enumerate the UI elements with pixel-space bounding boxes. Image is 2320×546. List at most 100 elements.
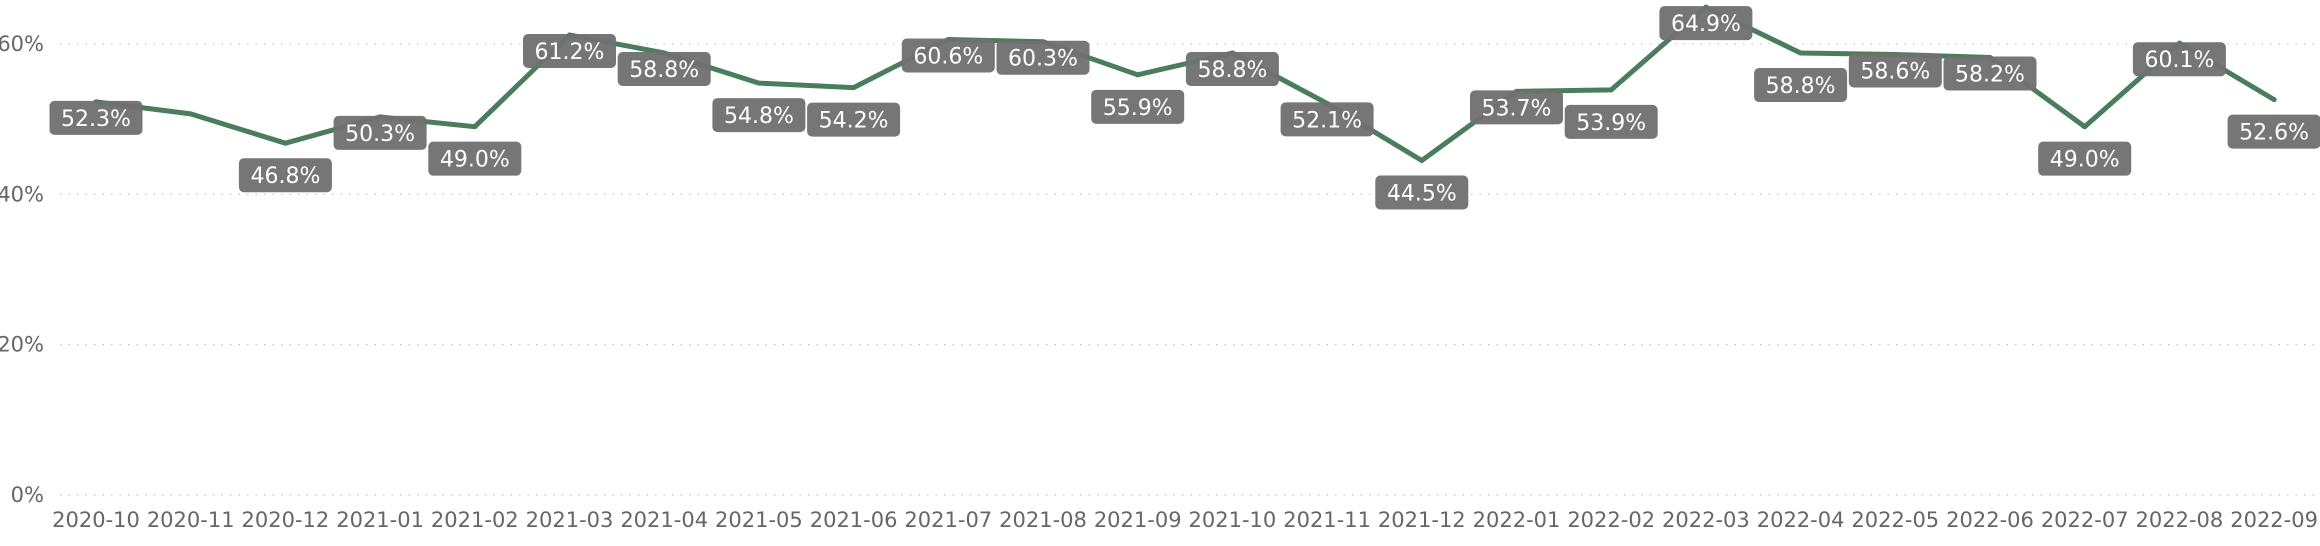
data-label: 60.6% (901, 38, 995, 73)
x-tick-label: 2020-10 (52, 508, 140, 532)
x-tick-label: 2021-03 (526, 508, 614, 532)
data-label-text: 46.8% (250, 164, 320, 189)
data-point (1135, 72, 1141, 78)
x-tick-label: 2021-11 (1283, 508, 1371, 532)
data-label-box (523, 33, 616, 68)
x-tick-label: 2021-09 (1094, 508, 1182, 532)
data-label-text: 58.6% (1860, 60, 1930, 85)
data-point (851, 85, 857, 91)
data-label: 58.8% (1185, 52, 1279, 87)
data-label: 58.8% (617, 52, 711, 87)
data-label: 52.6% (2227, 114, 2320, 149)
x-tick-label: 2022-07 (2041, 508, 2129, 532)
data-label-text: 55.9% (1103, 96, 1173, 121)
data-label: 49.0% (428, 141, 522, 176)
data-label-box (2227, 114, 2320, 149)
data-label-text: 49.0% (440, 148, 510, 173)
y-axis: 0% 20% 40% 60% (0, 32, 44, 507)
data-label-box (1280, 102, 1374, 137)
data-label-box (1185, 52, 1279, 87)
data-label-text: 53.7% (1482, 96, 1552, 121)
data-label-box (1470, 90, 1563, 125)
x-axis: 2020-10 2020-11 2020-12 2021-01 2021-02 2021-… (52, 508, 2318, 532)
y-tick-label: 40% (0, 182, 44, 206)
x-tick-label: 2022-09 (2230, 508, 2318, 532)
x-tick-label: 2021-05 (715, 508, 803, 532)
data-point (188, 111, 194, 117)
data-label: 52.1% (1280, 102, 1374, 137)
data-label-text: 52.3% (61, 107, 131, 132)
data-label-text: 61.2% (535, 40, 605, 65)
data-label: 58.6% (1848, 53, 1942, 88)
data-point (1798, 50, 1804, 56)
data-label-text: 52.1% (1292, 108, 1362, 133)
data-label-box (1659, 6, 1753, 41)
x-tick-label: 2022-02 (1567, 508, 1655, 532)
data-label-box (996, 40, 1090, 75)
data-label: 60.3% (996, 40, 1090, 75)
data-point (2271, 97, 2277, 103)
data-label: 52.3% (49, 100, 143, 135)
x-tick-label: 2022-01 (1473, 508, 1561, 532)
data-label: 58.8% (1754, 68, 1848, 103)
x-tick-label: 2020-12 (242, 508, 330, 532)
data-point (1419, 158, 1425, 164)
data-label-box (238, 158, 332, 193)
x-tick-label: 2021-01 (336, 508, 424, 532)
x-tick-label: 2021-06 (810, 508, 898, 532)
data-label-box (807, 102, 901, 137)
data-point (282, 140, 288, 146)
data-label-text: 54.8% (724, 104, 794, 129)
data-label-box (2132, 42, 2226, 77)
data-label-box (901, 38, 995, 73)
data-label: 53.7% (1470, 90, 1563, 125)
data-label-text: 58.2% (1955, 63, 2025, 88)
x-tick-label: 2021-07 (904, 508, 992, 532)
data-point (756, 80, 762, 86)
data-point (472, 124, 478, 130)
data-label: 61.2% (523, 33, 616, 68)
x-tick-label: 2021-10 (1189, 508, 1277, 532)
data-label-text: 49.0% (2050, 148, 2120, 173)
data-point (1608, 87, 1614, 93)
data-label: 53.9% (1564, 104, 1658, 139)
x-tick-label: 2022-03 (1662, 508, 1750, 532)
data-label: 49.0% (2038, 141, 2132, 176)
data-label-box (1848, 53, 1942, 88)
data-label: 54.2% (807, 102, 901, 137)
data-point (2082, 124, 2088, 130)
data-label-box (1375, 175, 1469, 210)
x-tick-label: 2022-05 (1851, 508, 1939, 532)
grid-layer (60, 43, 2315, 496)
data-label-box (1943, 56, 2037, 91)
data-label-layer: 52.3% 46.8% 50.3% 49.0% 61.2% 58.8% 54.8% 54.2%… (49, 6, 2320, 210)
data-label: 64.9% (1659, 6, 1753, 41)
y-tick-label: 60% (0, 32, 44, 56)
data-label-box (1754, 68, 1848, 103)
x-tick-label: 2022-08 (2136, 508, 2224, 532)
data-label-text: 60.1% (2144, 48, 2214, 73)
data-label-box (1564, 104, 1658, 139)
y-tick-label: 20% (0, 333, 44, 357)
data-label-text: 60.3% (1008, 47, 1078, 72)
y-tick-label: 0% (11, 483, 44, 507)
data-label-box (617, 52, 711, 87)
data-label-box (2038, 141, 2132, 176)
data-label-box (49, 100, 143, 135)
x-tick-label: 2021-02 (431, 508, 519, 532)
x-tick-label: 2021-12 (1378, 508, 1466, 532)
data-label-box (712, 98, 806, 133)
data-label-text: 54.2% (819, 109, 889, 134)
data-label-box (428, 141, 522, 176)
data-label: 50.3% (333, 115, 427, 150)
x-tick-label: 2020-11 (147, 508, 235, 532)
data-label-text: 52.6% (2239, 121, 2309, 146)
data-label-text: 58.8% (629, 58, 699, 83)
data-label: 54.8% (712, 98, 806, 133)
data-label-text: 60.6% (913, 44, 983, 69)
data-label: 55.9% (1091, 89, 1185, 124)
data-label-text: 64.9% (1671, 12, 1741, 37)
data-label: 60.1% (2132, 42, 2226, 77)
